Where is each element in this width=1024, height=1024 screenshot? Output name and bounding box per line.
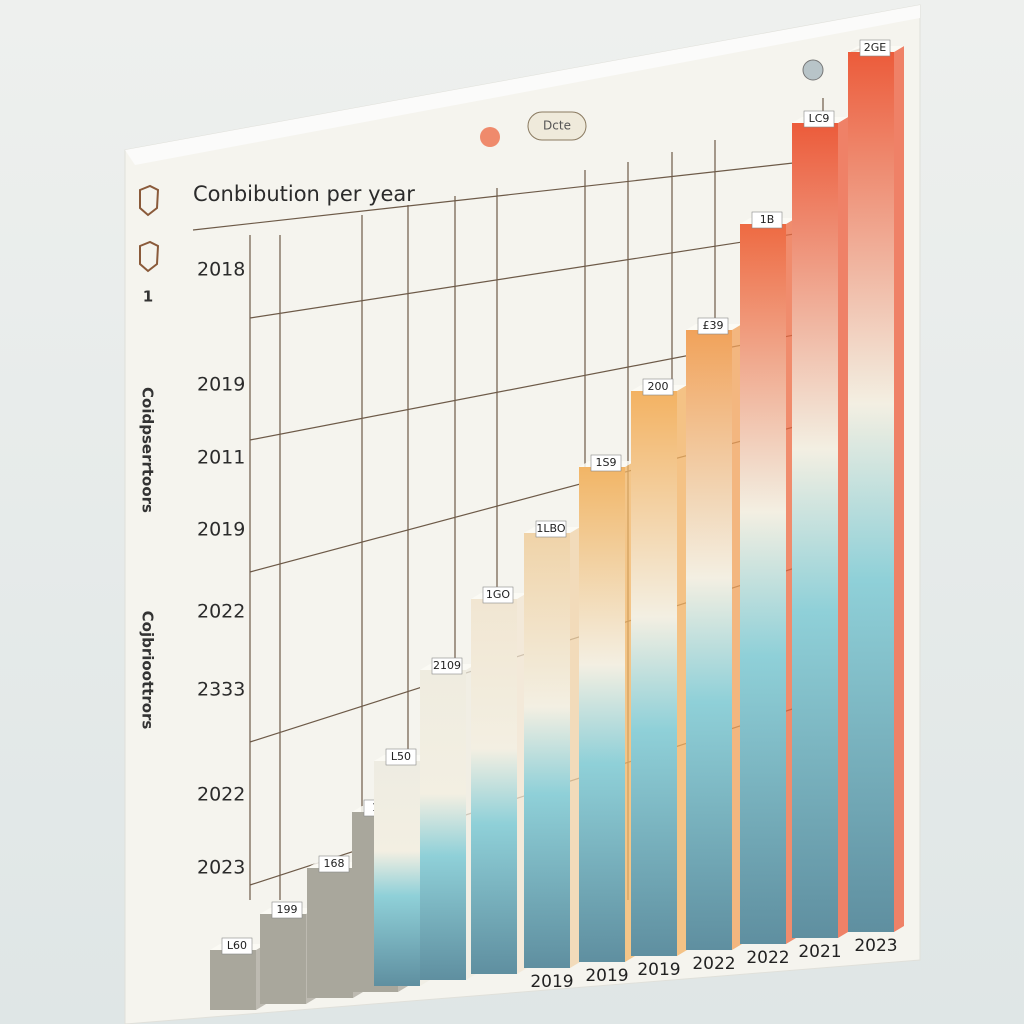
bar: [260, 914, 306, 1004]
indicator-dot: [802, 59, 824, 81]
label-box: [318, 855, 350, 873]
label-box: [535, 520, 567, 538]
row-label: 2022: [197, 784, 245, 806]
bar-side: [838, 117, 848, 938]
bar: [374, 761, 420, 986]
bar-side: [570, 527, 580, 968]
x-tick-label: 2019: [637, 960, 680, 980]
bar-side: [732, 324, 742, 950]
label-box: [590, 454, 622, 472]
row-label: 2023: [197, 857, 245, 879]
bar: [307, 868, 353, 998]
bar: [210, 950, 256, 1010]
bar-label: 1GO: [486, 588, 511, 601]
label-box: [697, 317, 729, 335]
x-tick-label: 2022: [746, 948, 789, 968]
panel-edge: [125, 5, 920, 165]
bar-side: [894, 46, 904, 932]
row-label: 2011: [197, 447, 245, 469]
bar-label: 199: [277, 903, 298, 916]
bar: [848, 52, 894, 932]
label-box: [385, 748, 417, 766]
label-box: [642, 378, 674, 396]
row-label: 2018: [197, 259, 245, 281]
bar: [579, 467, 625, 962]
row-label: 2333: [197, 679, 245, 701]
row-label: 2019: [197, 519, 245, 541]
bar-label: 2109: [433, 659, 461, 672]
bar-label: LC9: [809, 112, 830, 125]
bar: [740, 224, 786, 944]
x-tick-label: 2019: [585, 966, 628, 986]
bar: [524, 533, 570, 968]
bar: [420, 670, 466, 980]
bar: [471, 599, 517, 974]
bar: [686, 330, 732, 950]
bar-side: [677, 385, 687, 956]
label-box: [431, 657, 463, 675]
button-label[interactable]: Dcte: [543, 119, 571, 133]
row-label: 2019: [197, 374, 245, 396]
bar-label: 1LBO: [536, 522, 565, 535]
label-box: [803, 110, 835, 128]
bar-label: 1S9: [596, 456, 617, 469]
bar: [631, 391, 677, 956]
side-label: Cojbrioottrors: [139, 611, 157, 730]
bar: [792, 123, 838, 938]
side-label: 1: [143, 288, 153, 306]
indicator-dot: [480, 127, 500, 147]
bar-label: 168: [324, 857, 345, 870]
label-box: [271, 901, 303, 919]
chart-title: Conbibution per year: [193, 182, 415, 206]
bar-label: 200: [648, 380, 669, 393]
bar-label: L50: [391, 750, 411, 763]
bar-label: £39: [703, 319, 724, 332]
side-icon: [139, 184, 160, 217]
side-label: Coidpserrtoors: [139, 387, 157, 513]
side-icon: [139, 240, 160, 273]
label-box: [859, 39, 891, 57]
bar-label: 2GE: [864, 41, 887, 54]
label-box: [751, 211, 783, 229]
x-tick-label: 2019: [530, 972, 573, 992]
x-tick-label: 2022: [692, 954, 735, 974]
x-tick-label: 2021: [798, 942, 841, 962]
button[interactable]: [527, 111, 587, 141]
bar-label: L60: [227, 939, 247, 952]
row-label: 2022: [197, 601, 245, 623]
x-tick-label: 2023: [854, 936, 897, 956]
label-box: [482, 586, 514, 604]
label-box: [221, 937, 253, 955]
bar-label: 1B: [760, 213, 775, 226]
